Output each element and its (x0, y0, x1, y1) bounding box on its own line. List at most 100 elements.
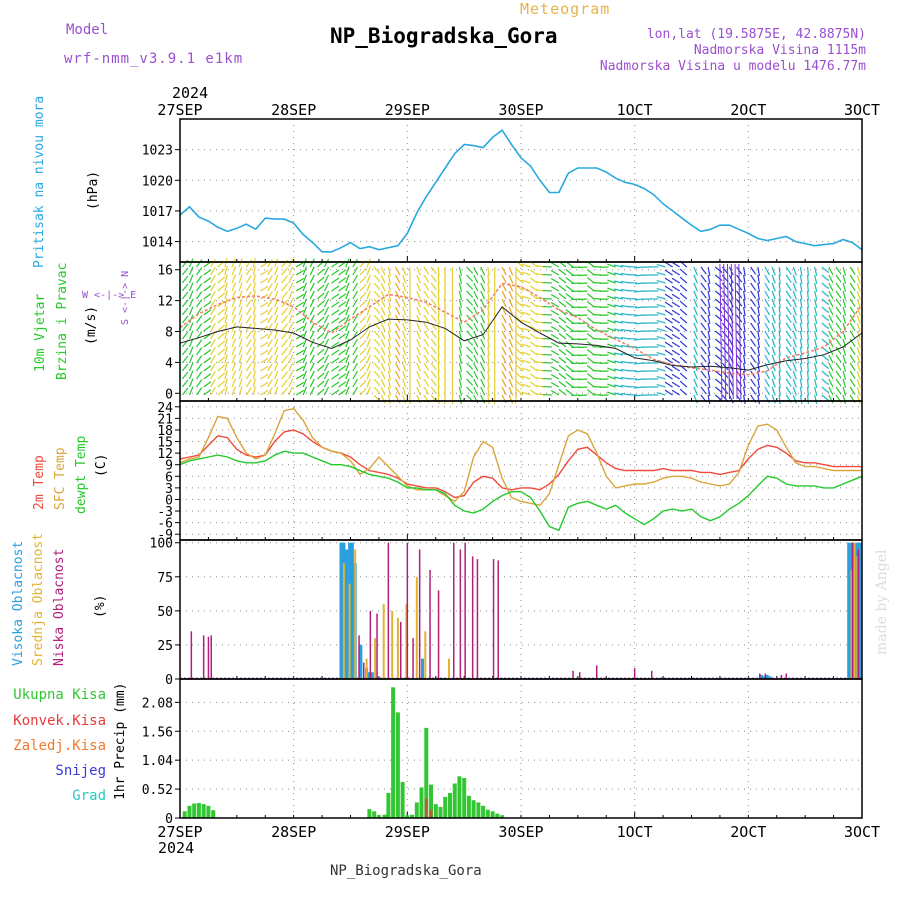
wind-barb (181, 275, 189, 284)
wind-barb (856, 338, 861, 348)
wind-barb (521, 279, 531, 284)
wind-barb (323, 266, 330, 276)
wind-barb (423, 274, 430, 283)
wind-barb (231, 258, 236, 268)
wind-barb (252, 298, 256, 308)
wind-barb (778, 370, 781, 381)
wind-barb (466, 330, 474, 338)
wind-barb (578, 274, 588, 277)
wind-barb (707, 266, 711, 276)
wind-barb (458, 322, 463, 332)
wind-barb (444, 370, 446, 381)
wind-barb (188, 378, 194, 388)
wind-barb (352, 290, 358, 300)
wind-barb (394, 338, 401, 348)
wind-barb (295, 349, 305, 356)
wind-barb (792, 370, 797, 380)
wind-barb (288, 378, 294, 388)
wind-barb (757, 378, 760, 388)
cloud-low-bar (633, 668, 636, 679)
wind-barb (792, 298, 797, 308)
wind-barb (196, 315, 203, 324)
wind-barb (437, 370, 440, 381)
cloud-mid-bar (374, 638, 377, 679)
wind-barb (281, 275, 288, 284)
wind-barb (373, 266, 381, 275)
wind-barb (764, 338, 770, 348)
wind-barb (849, 378, 856, 387)
wind-barb (728, 378, 734, 388)
wind-barb (726, 263, 730, 400)
precip-total-bar (443, 796, 448, 818)
wind-barb (721, 266, 729, 275)
wind-barb (842, 354, 847, 364)
wind-barb (238, 386, 243, 396)
wind-barb (764, 298, 770, 308)
model-elevation-text: Nadmorska Visina u modelu 1476.77m (600, 59, 866, 74)
wind-barb (764, 330, 770, 340)
wind-barb (288, 258, 294, 268)
wind-barb (501, 346, 507, 356)
wind-barb (466, 282, 474, 290)
wind-barb (550, 373, 560, 380)
cloud-low-bar (210, 635, 212, 679)
wind-barb (380, 282, 386, 292)
wind-barb (188, 306, 194, 316)
wind-barb (764, 386, 770, 396)
wind-barb (743, 354, 746, 364)
wind-barb (188, 258, 194, 268)
wind-barb (231, 290, 236, 300)
wind-barb (771, 386, 776, 396)
wind-barb (345, 386, 350, 396)
wind-barb (224, 274, 228, 284)
wind-barb (458, 274, 463, 284)
wind-barb (806, 362, 809, 373)
wind-barb (366, 378, 371, 388)
wind-barb (196, 299, 203, 308)
wind-barb (515, 340, 524, 348)
wind-barb (423, 330, 430, 339)
tsfc-line (179, 407, 862, 507)
wind-barb (521, 359, 531, 364)
wind-barb (828, 386, 834, 396)
wind-barb (423, 386, 430, 395)
wind-barb (373, 362, 381, 371)
wind-barb (743, 274, 746, 284)
cloud-low-bar (369, 610, 372, 679)
wind-barb (785, 354, 792, 363)
wind-barb (480, 322, 486, 332)
wind-barb (181, 323, 189, 332)
wind-barb (394, 314, 401, 324)
wind-barb (821, 274, 830, 282)
wind-barb (473, 290, 479, 300)
wind-barb (338, 293, 347, 300)
wind-barb (288, 386, 294, 396)
wind-barb (267, 379, 273, 388)
wind-barb (814, 266, 818, 276)
wind-barb (345, 258, 350, 268)
cloud-low-bar (759, 673, 761, 679)
wind-barb (359, 339, 367, 348)
wind-barb (444, 314, 446, 325)
wind-barb (473, 298, 479, 308)
wind-barb (771, 330, 776, 340)
wind-barb (515, 380, 524, 388)
wind-barb (613, 384, 623, 388)
wind-barb (366, 314, 371, 324)
wind-barb (238, 274, 243, 284)
wind-barb (302, 378, 308, 388)
wind-barb (444, 338, 446, 349)
wind-barb (423, 370, 430, 379)
wind-barb (792, 290, 797, 300)
wind-barb (613, 264, 623, 268)
wind-barb (309, 322, 315, 332)
wind-barb (842, 394, 847, 404)
wind-barb (394, 354, 401, 364)
wind-barb (210, 266, 216, 276)
wind-barb (707, 346, 711, 356)
wind-calm-marks (719, 263, 742, 400)
wind-barb (707, 330, 711, 340)
wind-barb (821, 290, 830, 298)
wind-barb (721, 282, 729, 291)
wind-barb (359, 323, 367, 332)
